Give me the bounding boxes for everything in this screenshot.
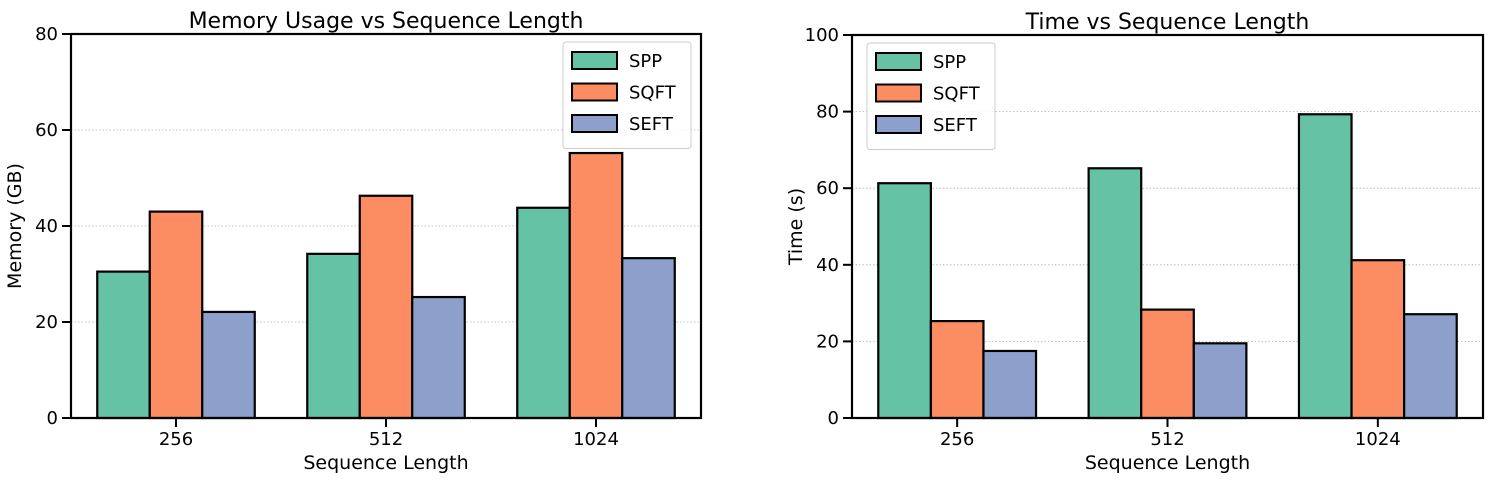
y-tick-label: 60 bbox=[816, 178, 839, 199]
legend-swatch-sqft bbox=[571, 82, 618, 102]
legend: SPP SQFT SEFT bbox=[866, 42, 996, 150]
bar-seft-512 bbox=[1192, 342, 1248, 420]
memory-chart: 0 20 40 60 80 256 512 1024 Memory Usage vs Seque… bbox=[4, 9, 703, 474]
bar-spp-512 bbox=[306, 252, 361, 420]
bar-seft-1024 bbox=[1403, 313, 1458, 420]
legend-label-spp: SPP bbox=[933, 52, 966, 73]
y-axis-label: Memory (GB) bbox=[4, 163, 26, 289]
bar-seft-512 bbox=[411, 295, 466, 420]
x-tick-label: 256 bbox=[159, 429, 193, 450]
bar-seft-1024 bbox=[621, 257, 676, 420]
legend-swatch-seft bbox=[875, 115, 922, 134]
legend-swatch-spp bbox=[875, 52, 922, 71]
bar-spp-1024 bbox=[516, 206, 571, 420]
y-tick-label: 80 bbox=[816, 102, 839, 123]
bar-sqft-1024 bbox=[568, 151, 624, 420]
legend-label-seft: SEFT bbox=[629, 114, 674, 135]
chart-title: Memory Usage vs Sequence Length bbox=[189, 9, 584, 34]
bar-spp-256 bbox=[877, 182, 932, 420]
x-tick-label: 1024 bbox=[1355, 429, 1401, 450]
bar-spp-1024 bbox=[1297, 113, 1353, 420]
bar-seft-256 bbox=[982, 349, 1038, 420]
legend-label-seft: SEFT bbox=[933, 115, 978, 136]
y-tick-label: 40 bbox=[35, 216, 58, 237]
legend-swatch-spp bbox=[571, 51, 618, 70]
legend-label-spp: SPP bbox=[629, 51, 662, 72]
chart-title: Time vs Sequence Length bbox=[1025, 10, 1310, 35]
bar-sqft-512 bbox=[358, 194, 414, 420]
bar-spp-512 bbox=[1087, 167, 1143, 420]
y-tick-label: 20 bbox=[816, 331, 839, 352]
legend: SPP SQFT SEFT bbox=[562, 41, 692, 149]
x-tick-label: 1024 bbox=[573, 429, 619, 450]
bar-spp-256 bbox=[96, 270, 151, 420]
x-axis-label: Sequence Length bbox=[1085, 452, 1250, 474]
y-axis-label: Time (s) bbox=[785, 188, 807, 266]
legend-swatch-seft bbox=[571, 114, 618, 133]
bar-sqft-256 bbox=[929, 320, 985, 420]
y-tick-label: 40 bbox=[816, 255, 839, 276]
legend-label-sqft: SQFT bbox=[629, 83, 677, 104]
y-tick-label: 60 bbox=[35, 120, 58, 141]
y-tick-label: 20 bbox=[35, 312, 58, 333]
legend-swatch-sqft bbox=[875, 83, 922, 103]
bar-seft-256 bbox=[201, 310, 256, 420]
x-tick-label: 512 bbox=[1150, 429, 1184, 450]
x-tick-label: 512 bbox=[369, 429, 403, 450]
y-tick-label: 0 bbox=[828, 408, 839, 429]
time-chart: 0 20 40 60 80 100 256 512 1024 Time vs Sequence L… bbox=[785, 10, 1485, 474]
bar-sqft-1024 bbox=[1350, 259, 1406, 420]
bar-sqft-512 bbox=[1140, 308, 1195, 420]
bar-sqft-256 bbox=[148, 210, 204, 420]
y-tick-label: 0 bbox=[47, 408, 58, 429]
x-axis-label: Sequence Length bbox=[303, 452, 468, 474]
x-tick-label: 256 bbox=[940, 429, 974, 450]
y-tick-label: 80 bbox=[35, 24, 58, 45]
y-tick-label: 100 bbox=[805, 25, 839, 46]
legend-label-sqft: SQFT bbox=[933, 84, 981, 105]
